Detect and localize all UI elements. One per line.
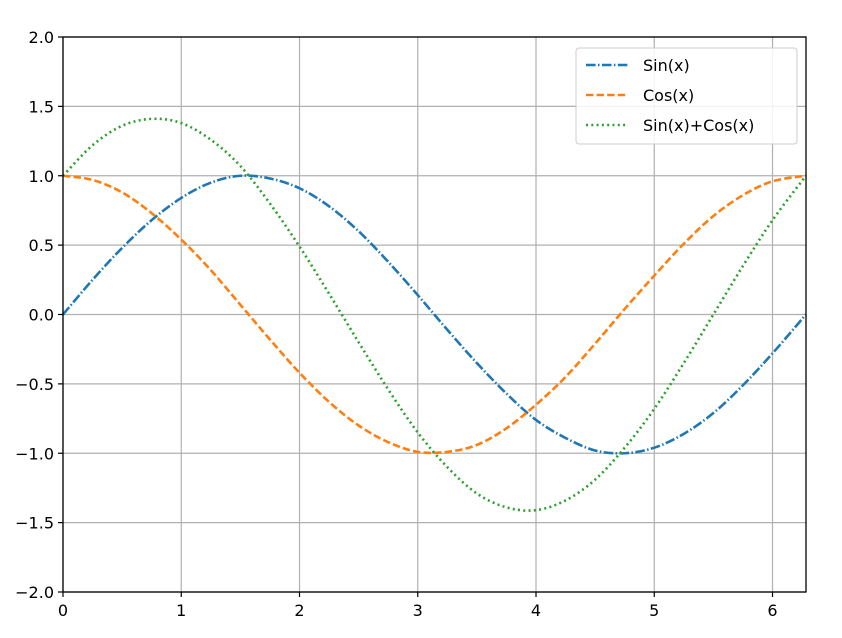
x-tick-label: 0 [58, 601, 68, 620]
y-tick-label: 0.0 [29, 306, 54, 325]
y-tick-label: 1.5 [29, 97, 54, 116]
legend-box [575, 47, 798, 145]
x-tick-label: 2 [294, 601, 304, 620]
series-lines [62, 117, 808, 512]
y-tick-label: −2.0 [15, 583, 54, 602]
y-tick-label: 2.0 [29, 28, 54, 47]
series-line-cos [62, 174, 807, 455]
legend-label-sin: Sin(x) [643, 56, 690, 75]
legend-label-sum: Sin(x)+Cos(x) [643, 116, 754, 135]
x-tick-label: 5 [649, 601, 659, 620]
legend-label-cos: Cos(x) [643, 86, 694, 105]
legend: Sin(x) Cos(x) Sin(x)+Cos(x) [575, 47, 798, 145]
y-tick-label: −0.5 [15, 375, 54, 394]
x-tick-label: 4 [531, 601, 541, 620]
x-tick-label: 3 [413, 601, 423, 620]
y-tick-label: −1.0 [15, 444, 54, 463]
y-tick-label: 0.5 [29, 236, 54, 255]
x-tick-label: 6 [767, 601, 777, 620]
x-tick-label: 1 [176, 601, 186, 620]
y-tick-label: −1.5 [15, 514, 54, 533]
series-line-sin [62, 174, 807, 455]
axis-ticks: 0 1 2 3 4 5 6 2.0 1.5 1.0 0.5 0.0 −0.5 −1.0 −1.5 −2.0 [15, 28, 777, 620]
y-tick-label: 1.0 [29, 167, 54, 186]
